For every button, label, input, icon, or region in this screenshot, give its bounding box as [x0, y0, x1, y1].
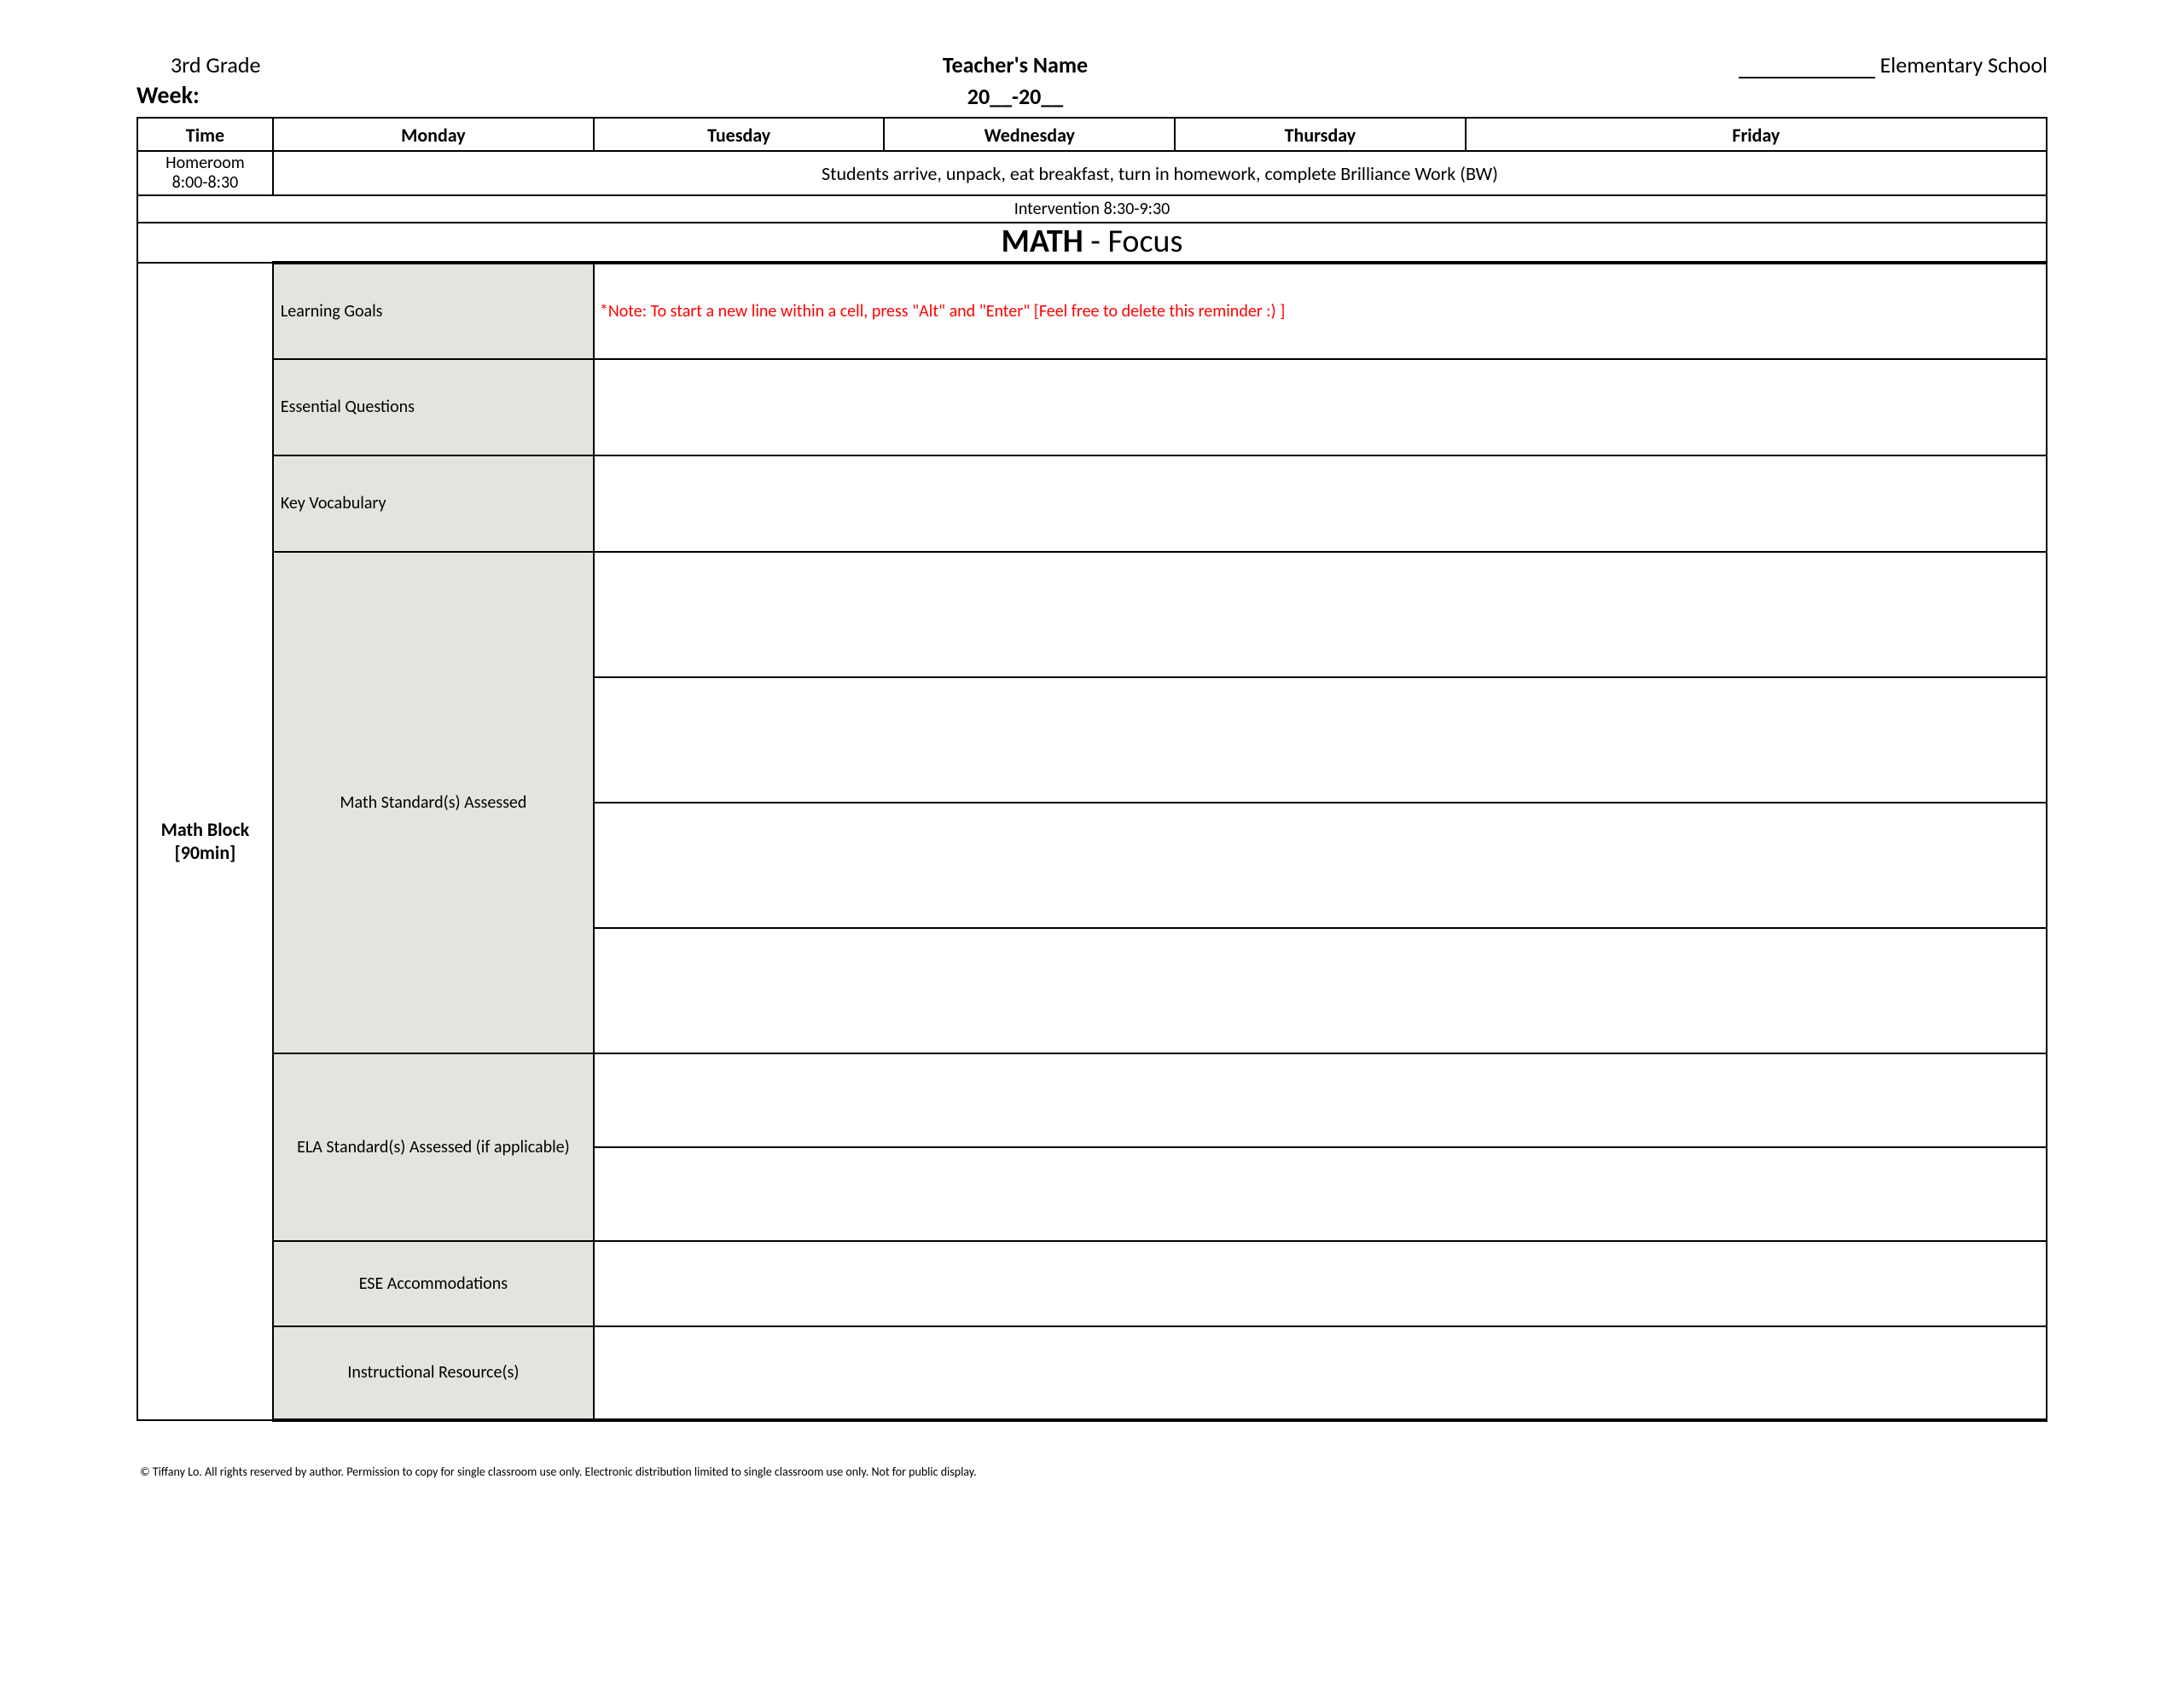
- label-essential-questions: Essential Questions: [273, 359, 594, 455]
- homeroom-note: Students arrive, unpack, eat breakfast, …: [273, 151, 2047, 195]
- label-standards: Math Standard(s) Assessed: [273, 552, 594, 1053]
- plan-table: Time Monday Tuesday Wednesday Thursday F…: [136, 117, 2048, 1422]
- week-label: Week:: [136, 80, 341, 110]
- content-standards-4[interactable]: [594, 928, 2047, 1053]
- row-standards-1: Math Standard(s) Assessed: [137, 552, 2047, 677]
- row-key-vocabulary: Key Vocabulary: [137, 455, 2047, 552]
- row-essential-questions: Essential Questions: [137, 359, 2047, 455]
- school-name-blank[interactable]: [1739, 56, 1875, 78]
- school-field: Elementary School: [1689, 51, 2048, 78]
- row-resources: Instructional Resource(s): [137, 1326, 2047, 1420]
- homeroom-row: Homeroom 8:00-8:30 Students arrive, unpa…: [137, 151, 2047, 195]
- editor-note: *Note: To start a new line within a cell…: [600, 301, 1285, 322]
- content-learning-goals[interactable]: *Note: To start a new line within a cell…: [594, 263, 2047, 359]
- label-key-vocabulary: Key Vocabulary: [273, 455, 594, 552]
- col-tuesday: Tuesday: [594, 118, 885, 151]
- homeroom-time-cell: Homeroom 8:00-8:30: [137, 151, 273, 195]
- row-learning-goals: Math Block [90min] Learning Goals *Note:…: [137, 263, 2047, 359]
- homeroom-label: Homeroom: [166, 153, 245, 173]
- subject-name: MATH: [1002, 222, 1083, 261]
- lesson-plan-page: 3rd Grade Teacher's Name Elementary Scho…: [136, 51, 2048, 1479]
- teacher-name-label: Teacher's Name: [341, 51, 1689, 78]
- header-row-1: 3rd Grade Teacher's Name Elementary Scho…: [136, 51, 2048, 78]
- content-ese[interactable]: [594, 1241, 2047, 1326]
- intervention-row: Intervention 8:30-9:30: [137, 195, 2047, 223]
- subject-title: MATH - Focus: [137, 223, 2047, 263]
- row-ese: ESE Accommodations: [137, 1241, 2047, 1326]
- school-suffix: Elementary School: [1880, 51, 2048, 78]
- year-field: 20__-20__: [341, 83, 1689, 110]
- copyright-footer: © Tiffany Lo. All rights reserved by aut…: [136, 1465, 2048, 1479]
- block-cell: Math Block [90min]: [137, 263, 273, 1420]
- content-standards-3[interactable]: [594, 803, 2047, 928]
- block-duration: [90min]: [175, 841, 236, 864]
- label-ese: ESE Accommodations: [273, 1241, 594, 1326]
- content-key-vocabulary[interactable]: [594, 455, 2047, 552]
- label-learning-goals: Learning Goals: [273, 263, 594, 359]
- subject-suffix: - Focus: [1083, 222, 1183, 261]
- col-wednesday: Wednesday: [884, 118, 1175, 151]
- col-time-head: Time: [137, 118, 273, 151]
- content-standards-2[interactable]: [594, 677, 2047, 803]
- col-friday: Friday: [1466, 118, 2047, 151]
- grade-label: 3rd Grade: [136, 51, 341, 78]
- col-thursday: Thursday: [1175, 118, 1466, 151]
- homeroom-time: 8:00-8:30: [172, 172, 239, 193]
- col-monday: Monday: [273, 118, 594, 151]
- content-standards-1[interactable]: [594, 552, 2047, 677]
- block-title: Math Block: [161, 818, 250, 841]
- header-days-row: Time Monday Tuesday Wednesday Thursday F…: [137, 118, 2047, 151]
- subject-row: MATH - Focus: [137, 223, 2047, 263]
- row-ela-1: ELA Standard(s) Assessed (if applicable): [137, 1053, 2047, 1147]
- label-resources: Instructional Resource(s): [273, 1326, 594, 1420]
- intervention-cell: Intervention 8:30-9:30: [137, 195, 2047, 223]
- content-ela-2[interactable]: [594, 1147, 2047, 1241]
- label-ela-standards: ELA Standard(s) Assessed (if applicable): [273, 1053, 594, 1241]
- content-essential-questions[interactable]: [594, 359, 2047, 455]
- content-resources[interactable]: [594, 1326, 2047, 1420]
- content-ela-1[interactable]: [594, 1053, 2047, 1147]
- header-row-2: Week: 20__-20__: [136, 80, 2048, 110]
